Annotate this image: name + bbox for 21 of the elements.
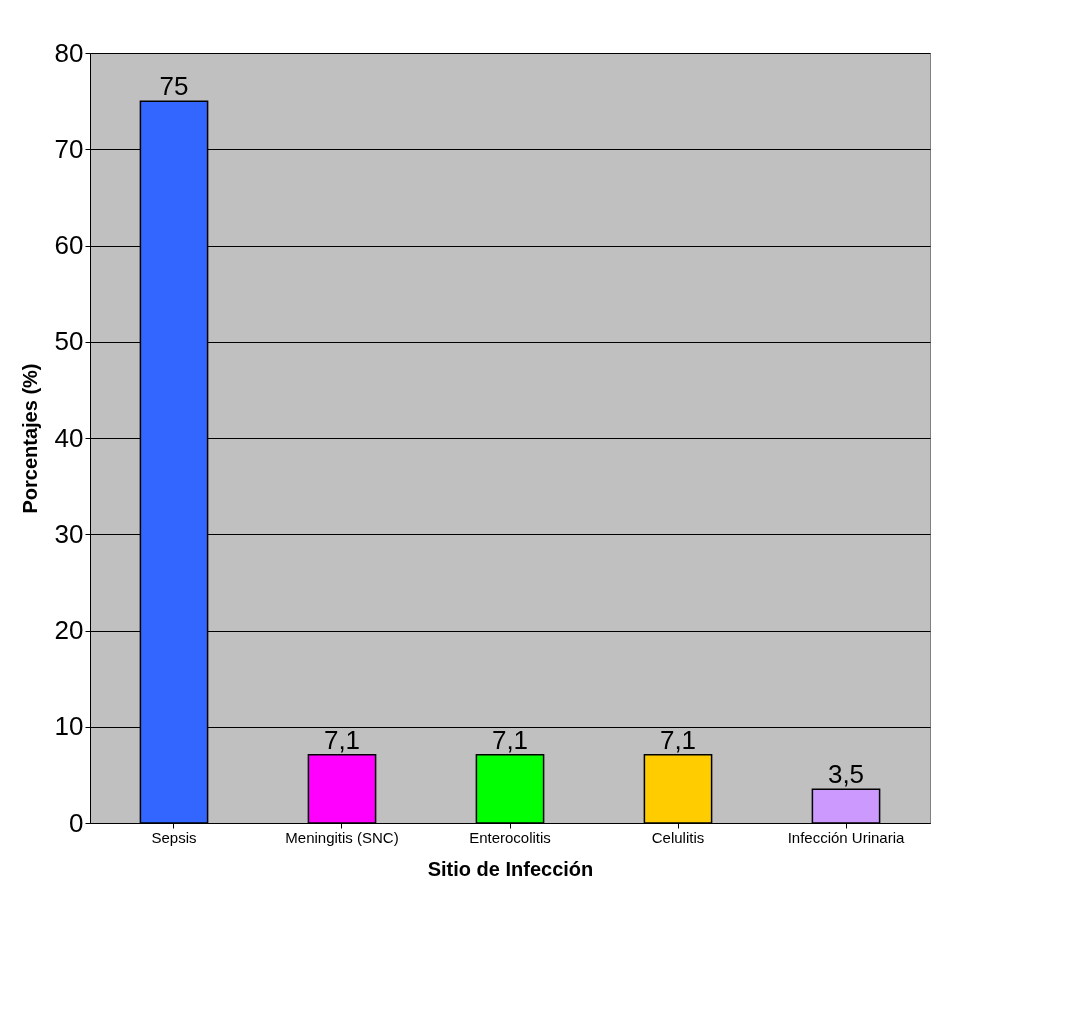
y-tick-label: 60 xyxy=(54,230,84,260)
data-label: 75 xyxy=(159,71,189,102)
data-label: 7,1 xyxy=(659,724,697,755)
x-tick-label: Meningitis (SNC) xyxy=(285,828,399,846)
y-tick-label: 30 xyxy=(54,518,84,549)
y-axis-title: Porcentajes (%) xyxy=(18,363,41,514)
x-tick-label: Infección Urinaria xyxy=(787,828,906,846)
data-label: 3,5 xyxy=(827,759,865,790)
y-tick-label: 0 xyxy=(69,807,84,838)
y-tick-label: 10 xyxy=(54,711,84,742)
y-tick-label: 50 xyxy=(54,326,84,357)
x-axis-title: Sitio de Infección xyxy=(427,857,594,880)
y-tick-label: 70 xyxy=(54,133,84,164)
x-tick-label: Enterocolitis xyxy=(469,828,551,846)
x-tick-label: Sepsis xyxy=(151,828,197,846)
y-tick-label: 20 xyxy=(54,615,84,645)
data-label: 7,1 xyxy=(491,724,529,755)
data-label: 7,1 xyxy=(323,724,361,755)
y-tick-label: 80 xyxy=(54,37,84,68)
x-tick-label: Celulitis xyxy=(651,828,705,846)
y-tick-label: 40 xyxy=(54,422,84,453)
